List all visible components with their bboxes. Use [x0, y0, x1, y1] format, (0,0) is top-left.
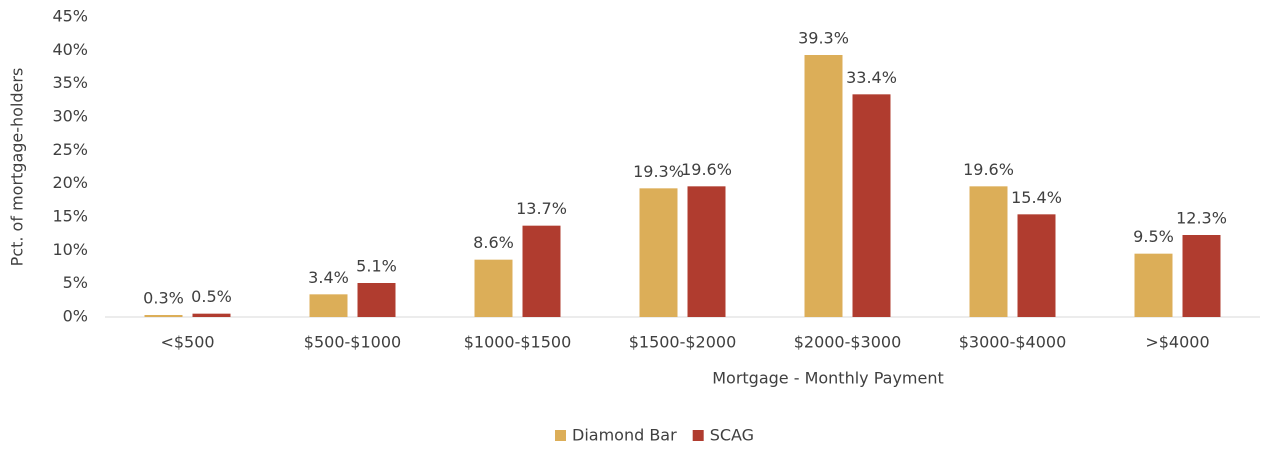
y-tick-label: 5% — [63, 273, 88, 292]
x-tick-label: $1000-$1500 — [464, 333, 572, 352]
bar — [474, 259, 513, 317]
bar — [804, 55, 843, 317]
y-tick-label: 0% — [63, 307, 88, 326]
bar — [969, 186, 1008, 317]
x-tick-label: >$4000 — [1145, 333, 1209, 352]
value-label: 13.7% — [516, 199, 567, 218]
y-tick-label: 45% — [52, 7, 88, 26]
bar — [639, 188, 678, 317]
legend-swatch — [692, 430, 704, 441]
bar — [1017, 214, 1056, 317]
y-tick-label: 35% — [52, 73, 88, 92]
bar — [357, 283, 396, 317]
value-label: 12.3% — [1176, 209, 1227, 228]
x-tick-label: $3000-$4000 — [959, 333, 1067, 352]
legend-label: SCAG — [710, 426, 754, 445]
value-label: 0.5% — [191, 287, 232, 306]
value-label: 19.6% — [681, 160, 732, 179]
x-tick-label: $1500-$2000 — [629, 333, 737, 352]
y-tick-label: 40% — [52, 40, 88, 59]
bar — [522, 225, 561, 317]
x-tick-label: <$500 — [160, 333, 214, 352]
value-label: 39.3% — [798, 29, 849, 48]
value-label: 15.4% — [1011, 188, 1062, 207]
value-label: 19.3% — [633, 162, 684, 181]
legend-swatch — [555, 430, 566, 441]
value-label: 8.6% — [473, 233, 514, 252]
bar — [1134, 253, 1173, 317]
x-tick-label: $2000-$3000 — [794, 333, 902, 352]
bar — [852, 94, 891, 317]
value-label: 19.6% — [963, 160, 1014, 179]
y-axis-label: Pct. of mortgage-holders — [8, 68, 27, 267]
bar — [309, 294, 348, 317]
value-label: 3.4% — [308, 268, 349, 287]
value-label: 33.4% — [846, 68, 897, 87]
value-label: 9.5% — [1133, 227, 1174, 246]
y-tick-label: 25% — [52, 140, 88, 159]
value-label: 0.3% — [143, 289, 184, 308]
bar — [687, 186, 726, 317]
x-tick-label: $500-$1000 — [304, 333, 401, 352]
y-tick-label: 10% — [52, 240, 88, 259]
bar — [1182, 235, 1221, 317]
bar — [192, 313, 231, 317]
x-axis-label: Mortgage - Monthly Payment — [712, 369, 944, 388]
bar — [144, 315, 183, 317]
legend-label: Diamond Bar — [572, 426, 677, 445]
y-tick-label: 15% — [52, 207, 88, 226]
y-tick-label: 30% — [52, 107, 88, 126]
y-tick-label: 20% — [52, 173, 88, 192]
value-label: 5.1% — [356, 257, 397, 276]
